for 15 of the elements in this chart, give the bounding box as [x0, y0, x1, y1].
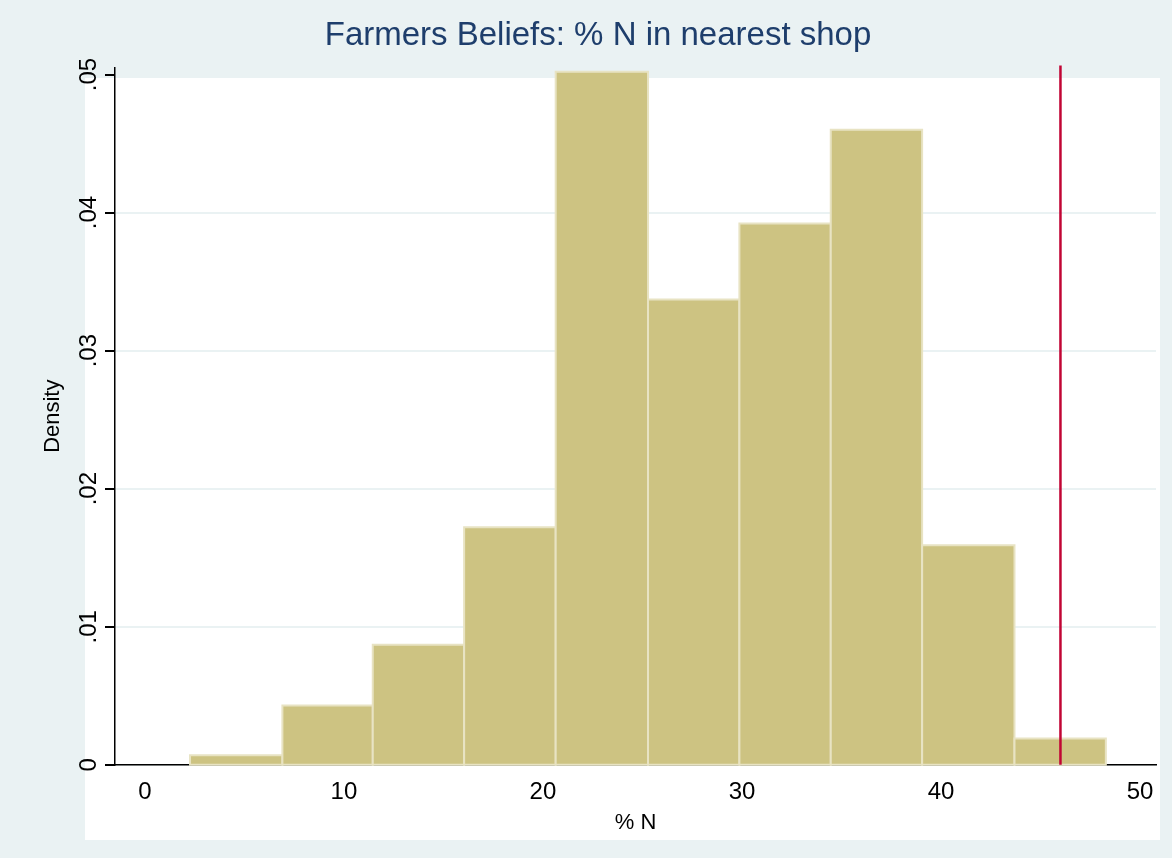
x-tick-label: 30: [728, 776, 756, 804]
y-tick-label: .05: [73, 57, 101, 92]
y-tick-label: 0: [73, 758, 101, 772]
y-axis-title: Density: [39, 379, 65, 453]
chart-title: Farmers Beliefs: % N in nearest shop: [324, 14, 872, 52]
x-tick-label: 20: [529, 776, 557, 804]
y-tick-label: .02: [73, 471, 101, 506]
y-tick-label: .04: [73, 195, 101, 230]
x-tick-label: 10: [330, 776, 358, 804]
x-tick-label: 0: [138, 776, 152, 804]
x-axis-title: % N: [614, 808, 657, 834]
x-tick-label: 50: [1126, 776, 1154, 804]
x-tick-label: 40: [927, 776, 955, 804]
y-tick-label: .03: [73, 333, 101, 368]
y-tick-label: .01: [73, 610, 101, 644]
